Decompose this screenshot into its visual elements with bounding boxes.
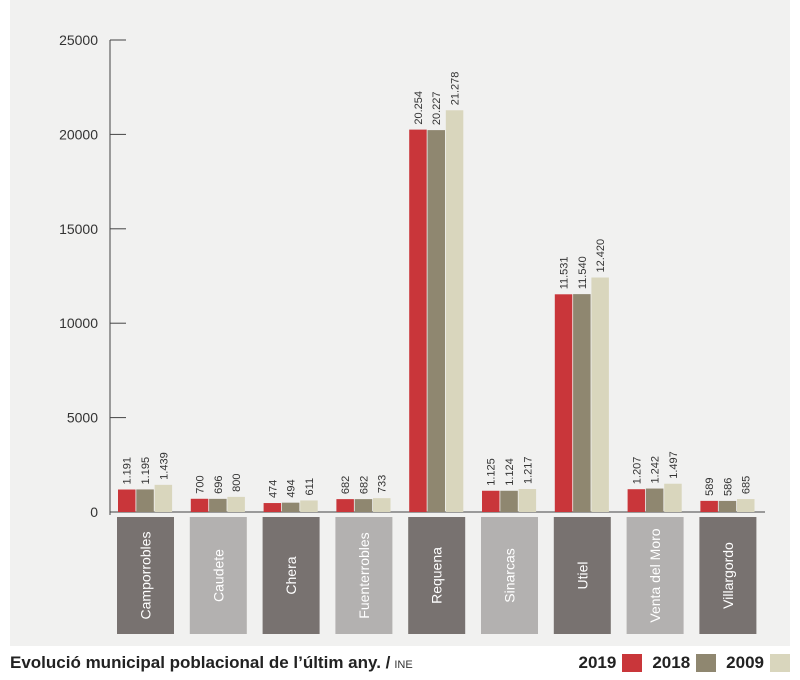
bar-2019 [263, 503, 282, 512]
category-label: Fuenterrobles [356, 532, 372, 618]
data-label: 696 [213, 476, 225, 494]
legend-item-2009: 2009 [726, 653, 790, 673]
data-label: 11.540 [577, 256, 589, 289]
data-label: 20.227 [431, 91, 443, 125]
category-label: Caudete [210, 549, 226, 602]
category-label: Sinarcas [502, 548, 518, 602]
bar-2009 [445, 110, 464, 512]
data-label: 21.278 [450, 72, 462, 106]
bar-2009 [664, 483, 682, 512]
data-label: 611 [304, 478, 316, 496]
legend: 2019 2018 2009 [569, 653, 790, 673]
category-label: Requena [429, 547, 445, 604]
category-box [626, 517, 684, 634]
data-label: 586 [722, 478, 734, 496]
data-label: 1.497 [668, 451, 680, 479]
bar-2019 [409, 129, 427, 512]
chart-source: INE [394, 659, 413, 671]
bar-2018 [281, 502, 300, 512]
category-box [335, 517, 393, 634]
category-box [553, 517, 611, 634]
legend-label: 2019 [578, 653, 617, 672]
bar-2019 [482, 490, 500, 512]
chart-footer: Evolució municipal poblacional de l’últi… [10, 650, 790, 676]
data-label: 12.420 [595, 239, 607, 273]
data-label: 1.207 [631, 457, 643, 485]
bar-2018 [645, 488, 664, 512]
bar-2009 [300, 500, 318, 512]
bar-2019 [627, 489, 646, 512]
category-box [117, 517, 174, 634]
bar-2009 [737, 499, 755, 512]
category-box [481, 517, 538, 634]
data-label: 1.242 [650, 456, 662, 484]
bar-2019 [190, 498, 209, 512]
y-tick-label: 0 [90, 504, 98, 520]
bar-2018 [136, 489, 154, 512]
legend-item-2018: 2018 [652, 653, 717, 673]
data-label: 1.439 [158, 452, 170, 480]
data-label: 685 [741, 476, 753, 494]
bar-chart: 25000 20000 15000 10000 5000 0 1.191 1.195 1.439… [59, 32, 765, 634]
bar-2009 [227, 496, 245, 512]
bar-2019 [554, 294, 573, 512]
data-label: 1.124 [504, 458, 516, 486]
legend-item-2019: 2019 [579, 653, 643, 673]
bar-2018 [427, 130, 445, 512]
y-tick-label: 20000 [59, 126, 98, 142]
data-label: 589 [704, 478, 716, 496]
category-label: Villargordo [720, 542, 736, 609]
y-tick-label: 15000 [59, 221, 98, 237]
category-box [189, 517, 247, 634]
data-label: 1.191 [122, 457, 134, 485]
bar-2018 [573, 294, 591, 512]
bar-2018 [718, 500, 737, 512]
category-box [262, 517, 320, 634]
category-box [699, 517, 757, 634]
data-label: 733 [377, 475, 389, 493]
category-box [408, 517, 466, 634]
legend-label: 2009 [726, 653, 764, 672]
data-label: 700 [195, 475, 207, 493]
bar-2019 [700, 500, 718, 512]
data-label: 1.217 [522, 456, 534, 484]
category-label: Chera [283, 556, 299, 594]
bar-2018 [500, 490, 518, 512]
category-label: Venta del Moro [647, 528, 663, 622]
data-label: 494 [286, 479, 298, 497]
data-label: 682 [340, 476, 352, 494]
data-label: 1.195 [140, 457, 152, 485]
legend-label: 2018 [652, 653, 691, 672]
data-label: 800 [231, 474, 243, 492]
chart-caption: Evolució municipal poblacional de l’últi… [10, 653, 413, 673]
bar-2019 [118, 489, 136, 512]
legend-swatch [696, 654, 717, 672]
data-label: 11.531 [559, 256, 571, 289]
data-label: 1.125 [486, 458, 498, 486]
data-label: 20.254 [413, 91, 425, 125]
bar-2018 [354, 499, 373, 512]
bar-2009 [518, 489, 537, 512]
y-tick-label: 10000 [59, 315, 98, 331]
category-label: Camporrobles [138, 532, 154, 620]
data-label: 682 [358, 476, 370, 494]
legend-swatch [770, 654, 790, 672]
legend-swatch [622, 654, 643, 672]
bar-2019 [336, 499, 354, 512]
bar-2018 [209, 498, 227, 512]
bar-2009 [154, 484, 173, 512]
bar-2009 [591, 277, 609, 512]
bar-2009 [373, 498, 391, 512]
y-tick-label: 25000 [59, 32, 98, 48]
y-tick-label: 5000 [67, 410, 98, 426]
category-label: Utiel [574, 561, 590, 589]
data-label: 474 [267, 480, 279, 498]
chart-title: Evolució municipal poblacional de l’últi… [10, 653, 391, 672]
